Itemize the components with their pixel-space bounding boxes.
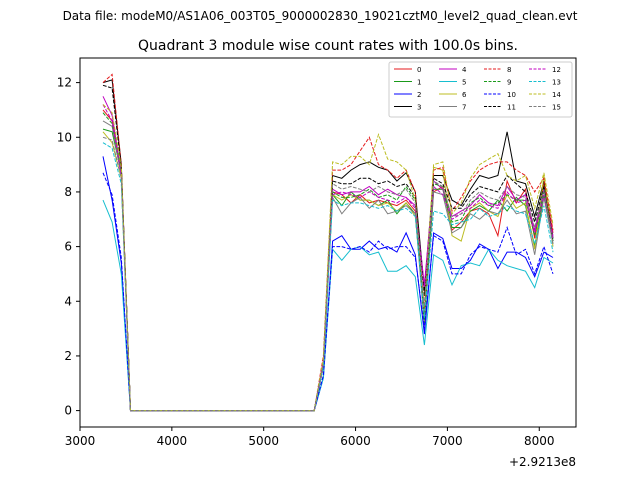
legend-label-15: 15 xyxy=(552,104,561,112)
y-tick-label: 12 xyxy=(57,76,72,90)
y-axis: 0 2 4 6 8 10 12 xyxy=(57,76,80,418)
legend-label-12: 12 xyxy=(552,66,561,74)
legend-label-4: 4 xyxy=(462,66,467,74)
legend-label-10: 10 xyxy=(507,91,516,99)
legend-label-13: 13 xyxy=(552,79,561,87)
x-tick-label: 7000 xyxy=(432,434,463,448)
y-tick-label: 2 xyxy=(64,349,72,363)
legend-label-11: 11 xyxy=(507,104,516,112)
x-tick-label: 5000 xyxy=(248,434,279,448)
legend-label-14: 14 xyxy=(552,91,561,99)
legend-label-5: 5 xyxy=(462,79,466,87)
x-offset-label: +2.9213e8 xyxy=(509,455,576,469)
series-line-8 xyxy=(102,73,554,412)
legend-box xyxy=(388,61,573,118)
series-line-9 xyxy=(102,112,554,412)
legend-label-8: 8 xyxy=(507,66,511,74)
legend-label-7: 7 xyxy=(462,104,466,112)
y-tick-label: 0 xyxy=(64,404,72,418)
series-line-14 xyxy=(102,104,554,412)
legend-label-0: 0 xyxy=(417,66,421,74)
x-tick-label: 8000 xyxy=(524,434,555,448)
legend-label-9: 9 xyxy=(507,79,511,87)
series-line-3 xyxy=(102,79,554,412)
series-line-13 xyxy=(102,142,554,412)
x-axis: 3000 4000 5000 6000 7000 8000 xyxy=(65,427,555,448)
legend-label-1: 1 xyxy=(417,79,421,87)
series-layer xyxy=(102,73,554,412)
suptitle: Data file: modeM0/AS1A06_003T05_90000028… xyxy=(63,9,578,23)
series-line-15 xyxy=(102,136,554,412)
x-tick-label: 4000 xyxy=(157,434,188,448)
series-line-11 xyxy=(102,84,554,412)
x-tick-label: 3000 xyxy=(65,434,96,448)
legend-label-6: 6 xyxy=(462,91,467,99)
y-tick-label: 4 xyxy=(64,294,72,308)
x-tick-label: 6000 xyxy=(340,434,371,448)
y-tick-label: 6 xyxy=(64,240,72,254)
chart-title: Quadrant 3 module wise count rates with … xyxy=(138,38,518,54)
y-tick-label: 10 xyxy=(57,130,72,144)
axes-frame xyxy=(79,57,577,428)
legend-label-3: 3 xyxy=(417,104,421,112)
legend-label-2: 2 xyxy=(417,91,421,99)
y-tick-label: 8 xyxy=(64,185,72,199)
